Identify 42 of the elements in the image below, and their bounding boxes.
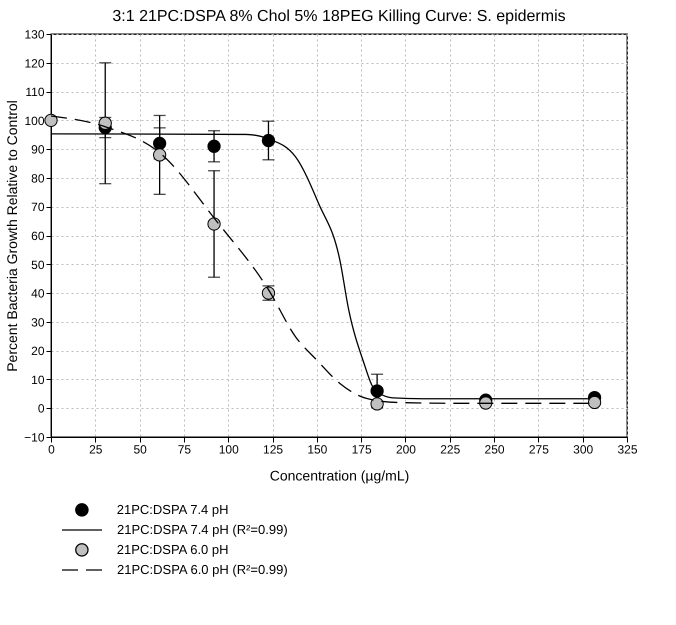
point: [207, 140, 221, 153]
x-tick-label: 250: [484, 442, 505, 456]
x-tick-label: 100: [218, 442, 240, 456]
x-tick-label: 300: [573, 442, 594, 456]
y-tick-label: −10: [24, 430, 45, 444]
x-tick-label: 200: [396, 442, 416, 456]
y-tick-label: 0: [38, 402, 45, 416]
y-tick-label: 100: [24, 114, 45, 128]
point: [370, 397, 384, 411]
chart-title: 3:1 21PC:DSPA 8% Chol 5% 18PEG Killing Curve: S. epidermis: [112, 8, 566, 25]
x-axis-title: Concentration (µg/mL): [270, 468, 410, 484]
y-tick-label: 80: [31, 171, 45, 186]
legend-label: 21PC:DSPA 7.4 pH: [116, 502, 229, 517]
y-tick-label: 10: [31, 372, 45, 387]
point: [207, 217, 221, 231]
y-tick-label: 40: [31, 286, 45, 301]
x-tick-label: 175: [352, 442, 372, 456]
y-tick-label: 90: [31, 142, 45, 157]
x-tick-label: 50: [133, 442, 148, 456]
point: [44, 114, 58, 127]
y-tick-label: 70: [31, 200, 45, 214]
x-tick-label: 0: [48, 442, 56, 456]
y-tick-label: 20: [31, 344, 45, 358]
y-axis-title: Percent Bacteria Growth Relative to Control: [4, 100, 20, 372]
x-tick-label: 150: [307, 442, 328, 456]
y-tick-label: 110: [25, 85, 45, 100]
x-tick-label: 125: [263, 442, 284, 456]
legend-label: 21PC:DSPA 7.4 pH (R²=0.99): [117, 522, 288, 537]
legend-label: 21PC:DSPA 6.0 pH: [116, 542, 229, 557]
x-tick-label: 225: [440, 442, 461, 456]
y-tick-label: 50: [31, 258, 45, 272]
x-tick-label: 275: [528, 442, 550, 456]
y-tick-label: 120: [24, 56, 45, 70]
x-tick-label: 75: [178, 442, 192, 456]
point: [588, 396, 602, 410]
x-tick-label: 25: [89, 442, 103, 456]
point: [153, 148, 166, 162]
y-tick-label: 130: [24, 28, 45, 42]
legend-label: 21PC:DSPA 6.0 pH (R²=0.99): [117, 562, 288, 577]
y-tick-label: 60: [31, 229, 45, 243]
x-tick-label: 325: [617, 442, 638, 456]
y-tick-label: 30: [31, 315, 45, 330]
